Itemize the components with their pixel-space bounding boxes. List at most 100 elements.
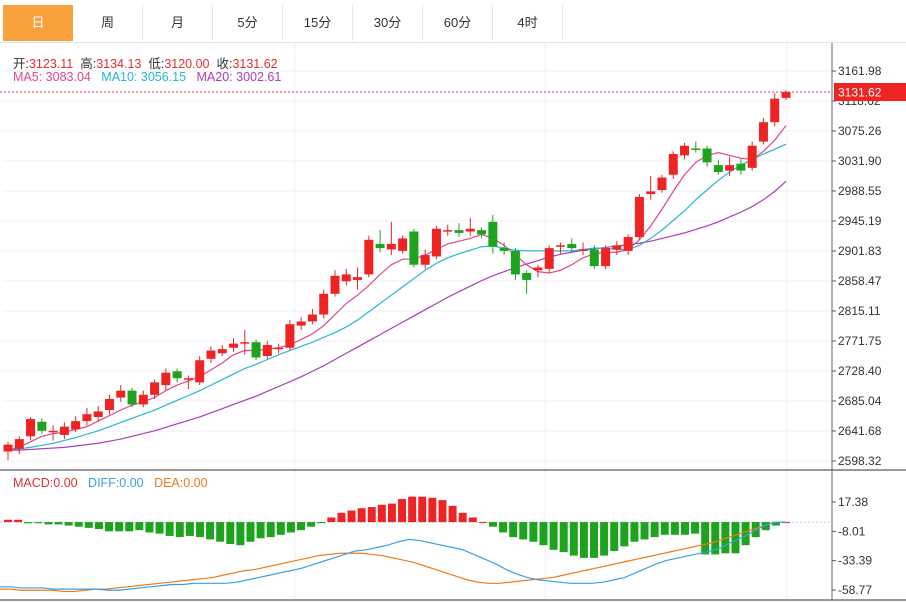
macd-bar: [458, 512, 467, 523]
macd-bar: [226, 522, 235, 545]
macd-bar: [408, 496, 417, 523]
macd-bar: [509, 522, 518, 538]
macd-bar: [448, 505, 457, 523]
candle-body: [183, 378, 193, 380]
macd-bar: [650, 522, 659, 538]
macd-bar: [660, 522, 669, 535]
macd-bar: [499, 522, 508, 533]
macd-bar: [84, 522, 93, 528]
candle-body: [510, 250, 520, 275]
candle-body: [477, 230, 487, 235]
macd-bar: [398, 498, 407, 523]
candle-body: [375, 243, 385, 249]
macd-bar: [771, 522, 780, 526]
candle-body: [82, 414, 92, 422]
candle-body: [127, 390, 137, 405]
macd-bar: [610, 522, 619, 551]
candle-body: [758, 122, 768, 142]
macd-bar: [246, 522, 255, 542]
price-tick-label: 2728.40: [838, 364, 882, 378]
candle-body: [296, 321, 306, 326]
macd-bar: [307, 522, 316, 527]
last-price-tag: [834, 83, 906, 102]
ma20-value: 3002.61: [236, 70, 282, 84]
tab-4hour[interactable]: 4时: [493, 5, 563, 41]
candle-body: [623, 237, 633, 251]
macd-bar: [377, 504, 386, 523]
ma20-label: MA20:: [196, 70, 233, 84]
candle-body: [443, 230, 453, 232]
tab-month[interactable]: 月: [143, 5, 213, 41]
candle-body: [454, 230, 464, 233]
chart-grid: [2, 43, 832, 600]
candle-body: [488, 221, 498, 247]
macd-bar: [24, 522, 33, 524]
tab-week[interactable]: 周: [73, 5, 143, 41]
price-tick-label: 2598.32: [838, 454, 882, 468]
candle-body: [161, 372, 171, 386]
macd-bar: [195, 522, 204, 538]
tab-day[interactable]: 日: [3, 5, 73, 41]
price-tick-label: 3161.98: [838, 64, 882, 78]
macd-bar: [185, 522, 194, 536]
candle-body: [646, 191, 656, 195]
price-tick-label: 2641.68: [838, 424, 882, 438]
macd-bar: [175, 522, 184, 538]
dea-label: DEA:: [154, 476, 184, 490]
macd-bar: [741, 522, 750, 546]
low-label: 低:: [148, 57, 165, 71]
price-tick-label: 2685.04: [838, 394, 882, 408]
macd-bar: [418, 496, 427, 523]
macd-bar: [701, 522, 710, 555]
candle-body: [409, 231, 419, 265]
candle-body: [420, 255, 430, 265]
candle-body: [781, 92, 791, 98]
macd-tick-label: 17.38: [838, 495, 868, 509]
macd-bar: [327, 517, 336, 523]
diff-line: [0, 521, 786, 591]
macd-bar: [761, 522, 770, 531]
candle-body: [93, 411, 103, 417]
candle-body: [589, 249, 599, 267]
candle-body: [522, 273, 532, 280]
macd-readout: MACD:0.00 DIFF:0.00 DEA:0.00: [13, 476, 208, 490]
ma5-label: MA5:: [13, 70, 43, 84]
candle-body: [59, 426, 69, 435]
tab-5min[interactable]: 5分: [213, 5, 283, 41]
candles: [3, 90, 791, 460]
candle-body: [48, 430, 58, 433]
macd-bar: [34, 522, 43, 524]
dea-value: 0.00: [183, 476, 208, 490]
tab-30min[interactable]: 30分: [353, 5, 423, 41]
macd-bar: [539, 522, 548, 546]
diff-label: DIFF:: [88, 476, 120, 490]
macd-value: 0.00: [53, 476, 78, 490]
macd-bar: [115, 522, 124, 532]
candle-body: [217, 349, 227, 354]
ma5-line: [7, 125, 787, 451]
macd-bar: [680, 522, 689, 535]
price-tick-label: 2988.55: [838, 184, 882, 198]
candle-body: [725, 165, 735, 171]
last-price-label: 3131.62: [838, 86, 882, 100]
period-tab-bar: 日 周 月 5分 15分 30分 60分 4时: [0, 0, 906, 43]
candle-body: [713, 165, 723, 173]
price-tick-label: 2815.11: [838, 304, 881, 318]
macd-bar: [54, 522, 63, 525]
macd-bar: [286, 522, 295, 533]
diff-value: 0.00: [119, 476, 144, 490]
ohlc-readout: 开:3123.11 高:3134.13 低:3120.00 收:3131.62: [13, 53, 278, 72]
candle-body: [319, 293, 329, 315]
macd-bar: [478, 522, 487, 524]
macd-bar: [145, 522, 154, 533]
candle-body: [736, 163, 746, 171]
candle-body: [770, 98, 780, 123]
tab-60min[interactable]: 60分: [423, 5, 493, 41]
macd-tick-label: -8.01: [838, 524, 866, 538]
tab-15min[interactable]: 15分: [283, 5, 353, 41]
price-tick-label: 3075.26: [838, 124, 882, 138]
price-tick-label: 2901.83: [838, 244, 882, 258]
macd-panel: [0, 496, 832, 593]
macd-bar: [519, 522, 528, 540]
